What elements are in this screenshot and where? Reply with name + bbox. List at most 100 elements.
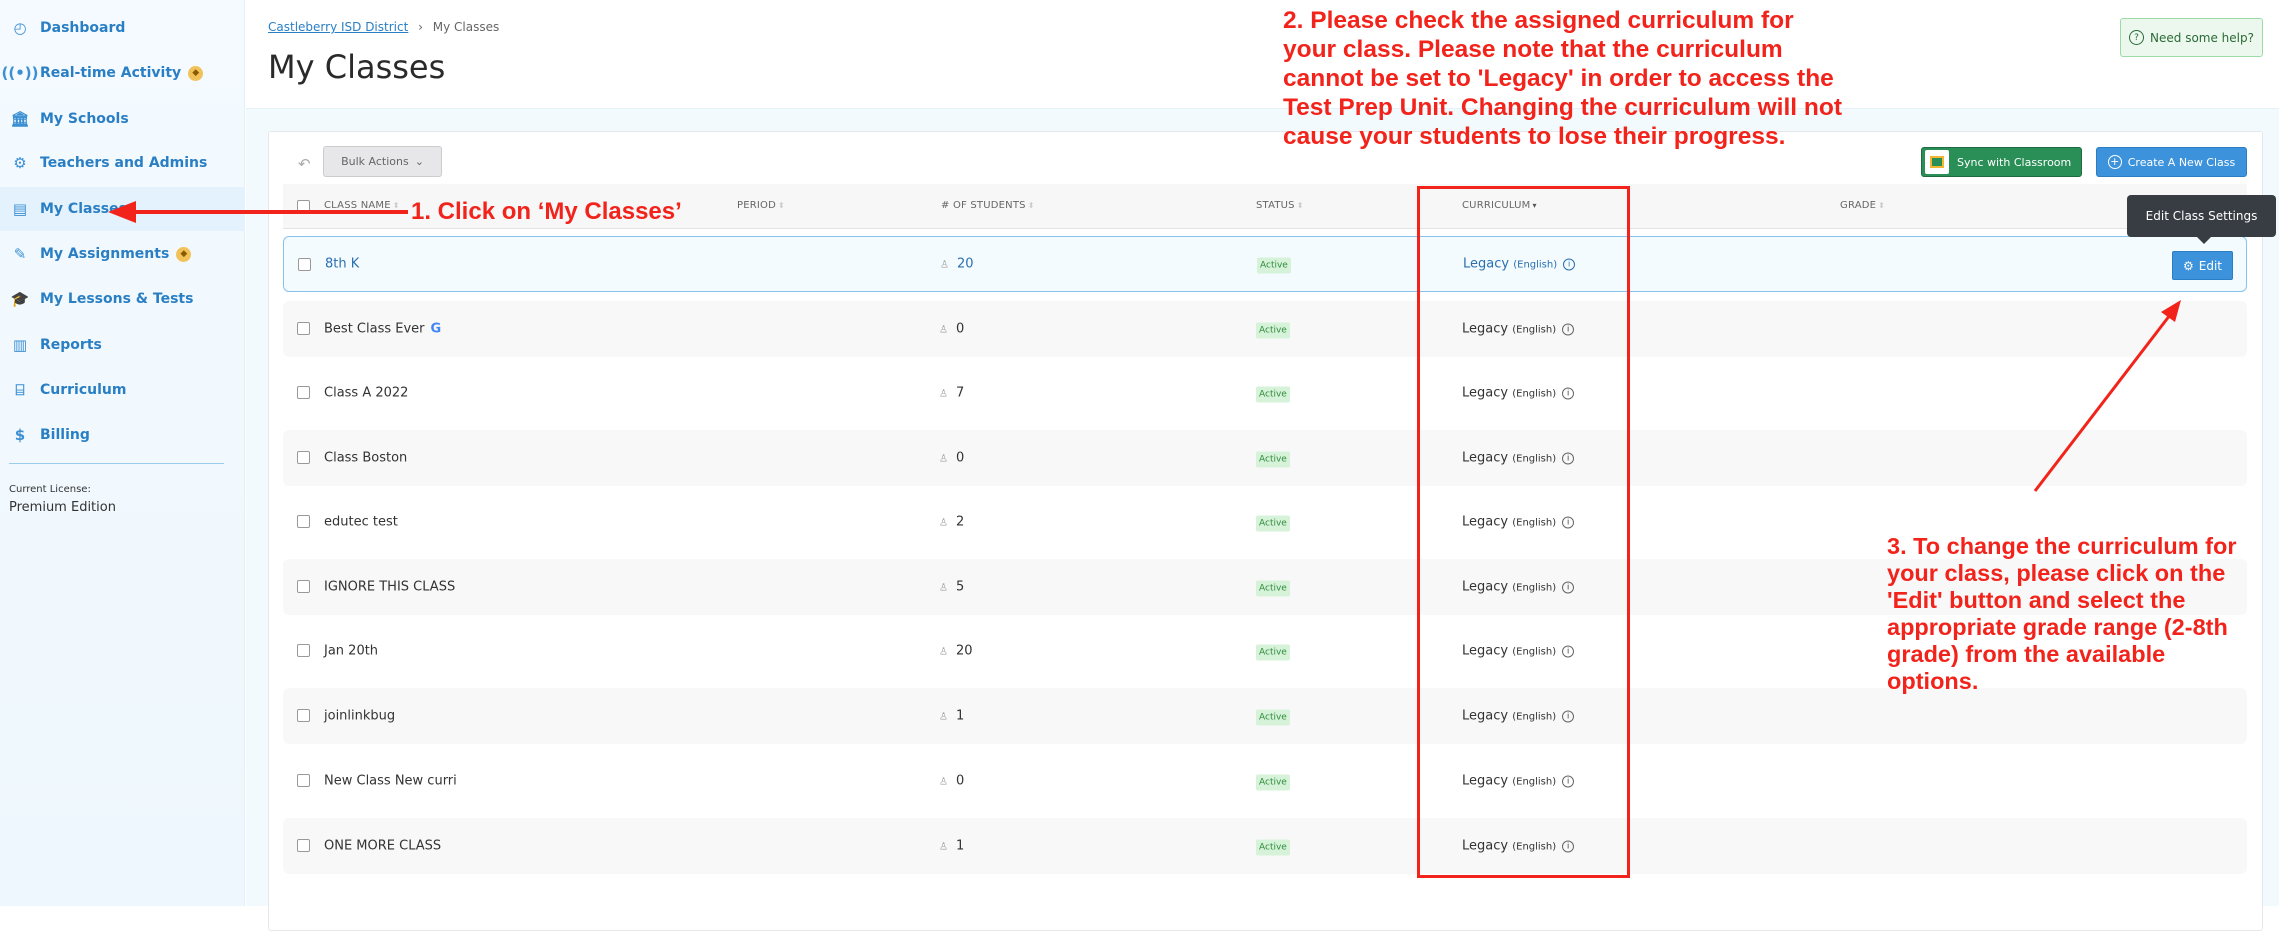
- student-count[interactable]: ♙ 5: [939, 580, 964, 595]
- table-row[interactable]: edutec test ♙ 2 Active Legacy (English) i: [283, 494, 2247, 550]
- column-period[interactable]: PERIOD ⬍: [737, 200, 785, 211]
- class-name[interactable]: Class A 2022: [324, 386, 408, 401]
- curriculum-language: (English): [1512, 776, 1557, 788]
- gear-icon: ⚙: [2182, 258, 2194, 273]
- row-checkbox[interactable]: [297, 322, 310, 335]
- curriculum-language: (English): [1513, 259, 1558, 271]
- sidebar-item-my-schools[interactable]: 🏛 My Schools: [0, 97, 245, 141]
- info-icon[interactable]: i: [1562, 645, 1575, 657]
- table-row[interactable]: New Class New curri ♙ 0 Active Legacy (En…: [283, 753, 2247, 809]
- create-class-button[interactable]: + Create A New Class: [2096, 147, 2247, 177]
- student-count[interactable]: ♙ 0: [939, 451, 964, 466]
- sidebar-item-my-classes[interactable]: ▤ My Classes: [0, 187, 245, 231]
- student-icon: ♙: [940, 259, 949, 271]
- column-class-name[interactable]: CLASS NAME ⬍: [324, 200, 400, 211]
- column-label: GRADE: [1840, 200, 1877, 211]
- student-icon: ♙: [939, 711, 948, 723]
- student-icon: ♙: [939, 453, 948, 465]
- sidebar-item-teachers-and-admins[interactable]: ⚙ Teachers and Admins: [0, 141, 245, 185]
- table-row[interactable]: Best Class Ever G ♙ 0 Active Legacy (Engli…: [283, 301, 2247, 357]
- student-count[interactable]: ♙ 1: [939, 709, 964, 724]
- row-checkbox[interactable]: [297, 709, 310, 722]
- student-count[interactable]: ♙ 0: [939, 774, 964, 789]
- student-count-text: 0: [955, 450, 965, 466]
- class-name[interactable]: 8th K: [325, 257, 359, 272]
- info-icon[interactable]: i: [1562, 710, 1575, 722]
- row-checkbox[interactable]: [297, 451, 310, 464]
- status-text: Active: [1256, 644, 1290, 661]
- bulk-actions-button[interactable]: Bulk Actions ⌄: [323, 146, 442, 177]
- sort-desc-icon: ▾: [1532, 201, 1537, 210]
- row-checkbox[interactable]: [297, 644, 310, 657]
- class-name[interactable]: edutec test: [324, 515, 398, 530]
- sync-label: Sync with Classroom: [1957, 155, 2072, 169]
- student-count[interactable]: ♙ 20: [940, 257, 974, 272]
- class-name[interactable]: New Class New curri: [324, 774, 457, 789]
- table-row[interactable]: Jan 20th ♙ 20 Active Legacy (English) i: [283, 623, 2247, 679]
- class-name[interactable]: joinlinkbug: [324, 709, 395, 724]
- table-row[interactable]: ONE MORE CLASS ♙ 1 Active Legacy (English…: [283, 818, 2247, 874]
- status-badge: Active: [1256, 839, 1290, 856]
- class-name[interactable]: Jan 20th: [324, 644, 378, 659]
- status-text: Active: [1256, 839, 1290, 856]
- info-icon[interactable]: i: [1562, 452, 1575, 464]
- info-icon[interactable]: i: [1562, 581, 1575, 593]
- undo-icon[interactable]: ↶: [298, 155, 311, 173]
- student-count[interactable]: ♙ 0: [939, 322, 964, 337]
- info-icon[interactable]: i: [1562, 516, 1575, 528]
- row-checkbox[interactable]: [297, 386, 310, 399]
- class-name-text: ONE MORE CLASS: [324, 838, 442, 854]
- class-name[interactable]: Best Class Ever G: [324, 322, 441, 337]
- curriculum-name: Legacy: [1462, 773, 1509, 789]
- table-row[interactable]: Class Boston ♙ 0 Active Legacy (English) i: [283, 430, 2247, 486]
- table-row[interactable]: joinlinkbug ♙ 1 Active Legacy (English) i: [283, 688, 2247, 744]
- class-name[interactable]: IGNORE THIS CLASS: [324, 580, 455, 595]
- sidebar-item-my-assignments[interactable]: ✎ My Assignments ◆: [0, 232, 245, 276]
- table-row[interactable]: 8th K ♙ 20 Active Legacy (English) i: [283, 236, 2247, 292]
- sidebar-item-reports[interactable]: ▥ Reports: [0, 323, 245, 367]
- student-count[interactable]: ♙ 20: [939, 644, 973, 659]
- student-count[interactable]: ♙ 2: [939, 515, 964, 530]
- student-count[interactable]: ♙ 1: [939, 839, 964, 854]
- sidebar-item-my-lessons-tests[interactable]: 🎓 My Lessons & Tests: [0, 277, 245, 321]
- sidebar-item-curriculum[interactable]: ⌸ Curriculum: [0, 368, 245, 412]
- edit-class-button[interactable]: ⚙ Edit: [2172, 251, 2233, 280]
- class-name[interactable]: ONE MORE CLASS: [324, 839, 441, 854]
- info-icon[interactable]: i: [1562, 323, 1575, 335]
- table-row[interactable]: Class A 2022 ♙ 7 Active Legacy (English) i: [283, 365, 2247, 421]
- sort-icon: ⬍: [1027, 201, 1035, 210]
- info-icon[interactable]: i: [1562, 387, 1575, 399]
- info-icon[interactable]: i: [1563, 258, 1576, 270]
- chevron-down-icon: ⌄: [414, 155, 424, 168]
- student-icon: ♙: [939, 324, 948, 336]
- status-badge: Active: [1256, 515, 1290, 532]
- column-grade[interactable]: GRADE ⬍: [1840, 200, 1885, 211]
- curriculum-language: (English): [1512, 324, 1557, 336]
- row-checkbox[interactable]: [297, 774, 310, 787]
- breadcrumb-district-link[interactable]: Castleberry ISD District: [268, 20, 409, 34]
- column-students[interactable]: # OF STUDENTS ⬍: [941, 200, 1035, 211]
- curriculum-value: Legacy (English) i: [1462, 515, 1575, 530]
- student-count[interactable]: ♙ 7: [939, 386, 964, 401]
- help-button[interactable]: ? Need some help?: [2120, 18, 2263, 57]
- row-checkbox[interactable]: [297, 580, 310, 593]
- question-icon: ?: [2129, 30, 2145, 45]
- breadcrumb: Castleberry ISD District › My Classes: [268, 20, 499, 34]
- sidebar-item-dashboard[interactable]: ◴ Dashboard: [0, 6, 245, 50]
- row-checkbox[interactable]: [298, 258, 311, 271]
- info-icon[interactable]: i: [1562, 775, 1575, 787]
- row-checkbox[interactable]: [297, 515, 310, 528]
- info-icon[interactable]: i: [1562, 840, 1575, 852]
- row-checkbox[interactable]: [297, 839, 310, 852]
- sync-classroom-button[interactable]: Sync with Classroom: [1921, 147, 2082, 177]
- class-name[interactable]: Class Boston: [324, 451, 407, 466]
- column-curriculum[interactable]: CURRICULUM ▾: [1462, 200, 1537, 211]
- sidebar-item-label: Reports: [40, 337, 102, 353]
- status-badge: Active: [1256, 322, 1290, 339]
- sidebar-item-real-time-activity[interactable]: ((•)) Real-time Activity ◆: [0, 51, 245, 95]
- dashboard-icon: ◴: [13, 19, 27, 37]
- table-row[interactable]: IGNORE THIS CLASS ♙ 5 Active Legacy (Engl…: [283, 559, 2247, 615]
- sidebar-item-billing[interactable]: $ Billing: [0, 413, 245, 457]
- bulk-actions-label: Bulk Actions: [341, 155, 409, 168]
- column-status[interactable]: STATUS ⬍: [1256, 200, 1304, 211]
